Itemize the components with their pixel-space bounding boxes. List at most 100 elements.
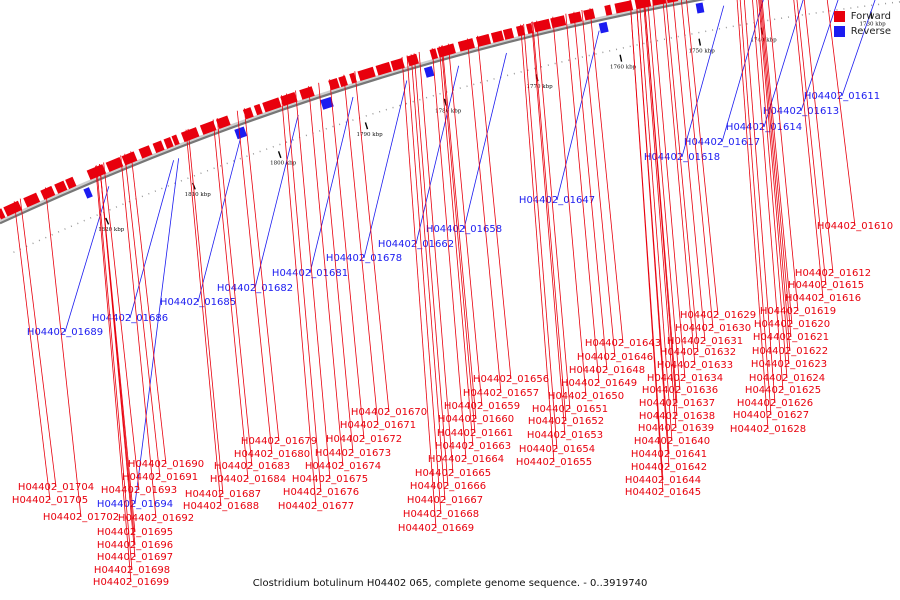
reverse-gene-label-leader [681,5,725,158]
forward-gene-label: H04402_01673 [315,448,391,459]
forward-gene-label-leader [308,86,344,467]
forward-gene-label-leader [531,21,566,436]
reverse-gene [83,187,93,199]
forward-gene-label-leader [406,55,442,515]
forward-gene-label-leader [103,162,140,491]
forward-gene-label-leader [638,0,673,442]
forward-swatch [833,11,845,22]
forward-gene [390,57,405,72]
forward-gene [651,0,667,6]
forward-gene-label: H04402_01610 [817,221,893,232]
forward-gene-label-leader [520,24,555,463]
backbone-shadow [0,0,698,223]
forward-gene [375,61,392,76]
legend: Forward Reverse [833,9,891,39]
reverse-gene-label: H04402_01614 [726,122,802,133]
scale-tick [698,38,702,46]
forward-gene-label: H04402_01670 [351,407,427,418]
reverse-gene-label: H04402_01694 [97,499,173,510]
forward-gene [199,120,217,135]
forward-gene-label: H04402_01695 [97,527,173,538]
forward-gene-label-leader [130,151,167,465]
forward-gene-label-leader [438,46,474,447]
forward-gene-label: H04402_01690 [128,459,204,470]
forward-gene-label: H04402_01624 [749,373,825,384]
forward-gene-label-leader [343,74,379,426]
forward-gene-label: H04402_01620 [754,319,830,330]
forward-gene [180,127,200,143]
forward-gene [163,136,174,149]
forward-gene [215,115,231,129]
reverse-gene-label: H04402_01658 [426,224,502,235]
forward-gene-label: H04402_01661 [437,428,513,439]
forward-gene-label: H04402_01704 [18,482,94,493]
forward-gene-label: H04402_01619 [760,306,836,317]
forward-gene-label-leader [418,51,454,474]
forward-gene-label: H04402_01663 [435,441,511,452]
forward-gene [502,27,515,40]
forward-gene-label: H04402_01687 [185,489,261,500]
scale-tick-label: 1800 kbp [270,161,297,167]
forward-gene-label: H04402_01652 [528,416,604,427]
reverse-gene-label-leader [64,186,110,333]
forward-gene-label-leader [565,13,600,384]
forward-gene-label-leader [756,0,788,379]
map-caption: Clostridium botulinum H04402 065, comple… [252,578,648,589]
forward-gene [349,72,357,84]
reverse-gene-label: H04402_01686 [92,313,168,324]
forward-gene-label-leader [552,16,587,397]
forward-gene-label: H04402_01667 [407,495,483,506]
forward-gene-label-leader [286,93,322,493]
forward-gene-label: H04402_01679 [241,436,317,447]
scale-tick-label: 1730 kbp [860,21,887,27]
forward-gene-label-leader [216,118,253,467]
reverse-gene-label: H04402_01611 [804,91,880,102]
forward-gene-label: H04402_01615 [788,280,864,291]
reverse-gene-label-leader [721,0,764,143]
forward-gene-label: H04402_01622 [752,346,828,357]
scale-tick [105,217,110,225]
forward-gene-label-leader [644,0,678,417]
forward-gene-label-leader [826,0,856,227]
forward-gene-label: H04402_01650 [548,391,624,402]
forward-gene-label-leader [743,0,776,404]
reverse-gene [598,21,609,34]
forward-gene-label-leader [672,0,706,342]
forward-gene-label: H04402_01684 [210,474,286,485]
forward-gene-label-leader [581,9,616,358]
forward-gene-label: H04402_01612 [795,268,871,279]
reverse-gene-label: H04402_01618 [644,152,720,163]
scale-tick [364,122,369,130]
forward-gene [242,107,254,120]
forward-gene-label: H04402_01672 [326,434,402,445]
forward-gene [40,185,56,200]
forward-gene-label-leader [329,79,365,440]
forward-gene-label: H04402_01664 [428,454,504,465]
legend-label-reverse: Reverse [850,26,891,37]
forward-gene-label: H04402_01633 [657,360,733,371]
forward-gene-label: H04402_01631 [667,336,743,347]
forward-gene-label-leader [647,0,681,391]
forward-gene-label: H04402_01654 [519,444,595,455]
forward-gene [0,208,6,220]
forward-gene-label-leader [318,82,354,454]
forward-gene-label-leader [629,0,664,493]
forward-gene [357,66,376,82]
forward-gene [338,75,348,88]
forward-gene [3,200,23,217]
forward-gene-label: H04402_01626 [737,398,813,409]
forward-gene-label: H04402_01657 [463,388,539,399]
forward-gene-label: H04402_01642 [631,462,707,473]
forward-gene-label: H04402_01637 [639,398,715,409]
forward-gene-label: H04402_01653 [527,430,603,441]
forward-gene-label-leader [431,48,467,460]
forward-gene-label: H04402_01639 [638,423,714,434]
forward-gene-label-leader [662,0,696,366]
forward-gene-label: H04402_01702 [43,512,119,523]
forward-gene-label-leader [752,0,784,391]
forward-gene-label-leader [120,155,157,519]
forward-gene-label-leader [665,0,699,353]
forward-gene [280,91,298,107]
forward-gene-label-leader [187,128,224,495]
